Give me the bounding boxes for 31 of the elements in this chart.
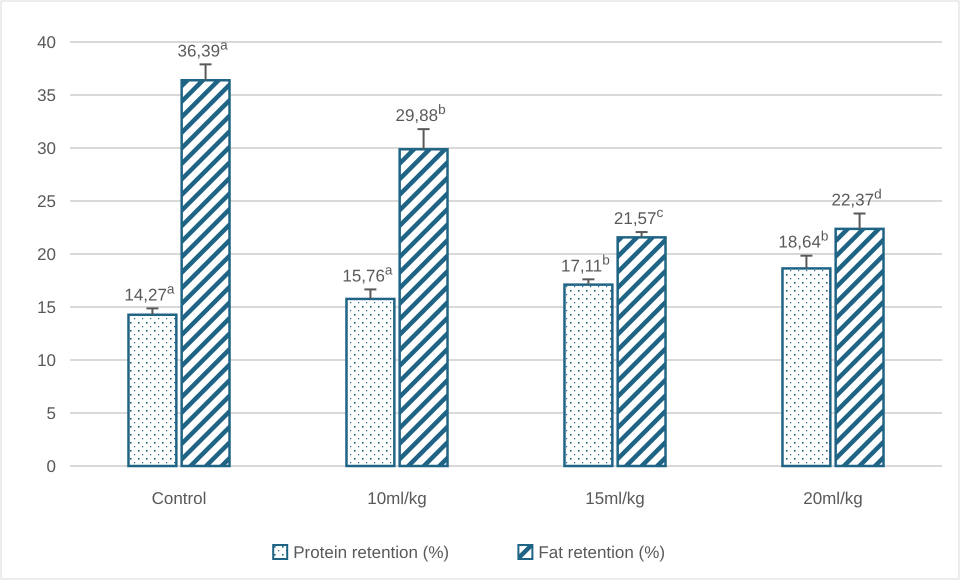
legend-label: Fat retention (%): [538, 543, 666, 562]
data-label: 14,27$^{a}$: [124, 280, 175, 304]
data-label: 21,57$^{c}$: [614, 204, 664, 228]
data-label: 18,64$^{b}$: [778, 228, 828, 252]
bar: [180, 79, 231, 468]
data-label: 15,76$^{a}$: [342, 262, 393, 286]
y-tick-label: 40: [37, 33, 56, 52]
y-tick-label: 15: [37, 298, 56, 317]
bar: [398, 148, 449, 468]
legend-label: Protein retention (%): [293, 543, 450, 562]
bar: [616, 236, 667, 468]
y-tick-label: 35: [37, 86, 56, 105]
bar: [563, 283, 614, 468]
y-tick-label: 10: [37, 351, 56, 370]
bar: [781, 267, 832, 468]
data-label: 36,39$^{a}$: [178, 36, 228, 60]
x-tick-label: 10ml/kg: [367, 489, 427, 508]
x-tick-label: Control: [152, 489, 206, 508]
bar: [345, 298, 396, 468]
data-label: 17,11$^{b}$: [560, 252, 610, 276]
y-tick-label: 20: [37, 245, 56, 264]
x-tick-label: 20ml/kg: [803, 489, 863, 508]
data-label: 22,37$^{d}$: [832, 186, 882, 210]
bar: [834, 228, 885, 468]
y-tick-label: 5: [46, 404, 56, 423]
bar: [127, 313, 178, 468]
y-tick-label: 0: [46, 457, 56, 476]
data-label: 29,88$^{b}$: [396, 102, 446, 126]
y-tick-label: 30: [37, 139, 56, 158]
y-tick-label: 25: [37, 192, 56, 211]
x-tick-label: 15ml/kg: [585, 489, 645, 508]
